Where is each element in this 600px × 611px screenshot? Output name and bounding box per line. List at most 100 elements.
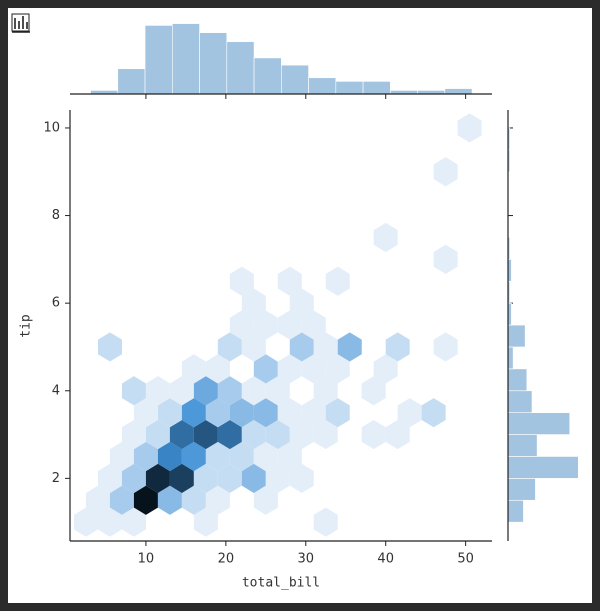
hexbin-cell — [109, 485, 134, 515]
hexbin-cell — [253, 485, 278, 515]
x-tick-label: 20 — [218, 552, 235, 567]
hexbin-cell — [193, 463, 218, 493]
histogram-bar — [444, 88, 473, 95]
hexbin-cell — [241, 288, 266, 318]
hexbin-cell — [169, 419, 194, 450]
histogram-bar — [117, 68, 146, 95]
hexbin-cell — [277, 441, 302, 472]
y-tick-label: 6 — [52, 296, 60, 311]
hexbin-cell — [145, 419, 170, 450]
hexbin-cell — [169, 376, 194, 406]
histogram-bar — [253, 57, 282, 95]
hexbin-cell — [133, 441, 158, 472]
hexbin-cell — [361, 419, 386, 450]
hexbin-cell — [241, 332, 266, 362]
hexbin-cell — [265, 419, 290, 450]
y-tick-label: 10 — [43, 120, 60, 135]
hexbin-cell — [97, 507, 122, 537]
hexbin-cell — [373, 354, 398, 384]
hexbin-cell — [253, 354, 278, 384]
hexbin-cell — [373, 222, 398, 253]
hexbin-cell — [133, 485, 158, 515]
hexbin-cell — [361, 376, 386, 406]
hexbin-cell — [325, 266, 350, 296]
hexbin-cell — [241, 376, 266, 406]
hexbin-cell — [145, 376, 170, 406]
hexbin-cell — [157, 441, 182, 472]
chart-icon[interactable] — [11, 13, 30, 33]
histogram-bar — [335, 81, 364, 95]
hexbin-cell — [205, 485, 230, 515]
hexbin-cell — [229, 441, 254, 472]
hexbin-cell — [169, 463, 194, 493]
x-tick-label: 50 — [457, 552, 474, 567]
hexbin-cell — [181, 485, 206, 515]
hexbin-cell — [277, 266, 302, 296]
histogram-bar — [144, 25, 173, 95]
histogram-bar — [507, 324, 526, 348]
histogram-bar — [226, 41, 255, 95]
hexbin-cell — [181, 354, 206, 384]
histogram-bar — [507, 412, 571, 435]
histogram-bar — [507, 368, 528, 392]
hexbin-cell — [133, 398, 158, 428]
hexbin-cell — [193, 419, 218, 450]
hexbin-cell — [313, 376, 338, 406]
hexbin-cell — [277, 354, 302, 384]
hexbin-cell — [205, 354, 230, 384]
hexbin-cell — [97, 463, 122, 493]
hexbin-cell — [217, 419, 242, 450]
hexbin-cell — [301, 354, 326, 384]
hexbin-cell — [193, 376, 218, 406]
hexbin-cell — [253, 310, 278, 340]
hexbin-cell — [97, 332, 122, 362]
hexbin-cell — [205, 398, 230, 428]
hexbin-cell — [289, 288, 314, 318]
histogram-bar — [308, 77, 337, 95]
hexbin-cell — [181, 398, 206, 428]
hexbin-cell — [241, 419, 266, 450]
x-axis-label: total_bill — [242, 576, 320, 591]
hexbin-cell — [301, 398, 326, 428]
histogram-bar — [507, 456, 579, 479]
x-tick-label: 10 — [138, 552, 155, 567]
hexbin-cell — [433, 332, 458, 362]
hexbin-cell — [121, 463, 146, 493]
x-tick-label: 40 — [377, 552, 394, 567]
histogram-bar — [281, 64, 309, 95]
hexbin-cell — [253, 398, 278, 428]
hexbin-cell — [301, 310, 326, 340]
y-tick-label: 8 — [52, 208, 60, 223]
hexbin-cell — [325, 354, 350, 384]
hexbin-cell — [265, 376, 290, 406]
histogram-bar — [507, 499, 524, 523]
hexbin-cell — [241, 463, 266, 493]
hexbin-cell — [193, 507, 218, 537]
hexbin-cell — [385, 332, 410, 362]
hexbin-cell — [229, 310, 254, 340]
histogram-bar — [507, 478, 536, 501]
histogram-bar — [199, 32, 228, 95]
hexbin-cell — [157, 398, 182, 428]
hexbin-cell — [85, 485, 110, 515]
hexbin-cell — [217, 332, 242, 362]
hexbin-cell — [277, 310, 302, 340]
y-axis-label: tip — [19, 314, 34, 338]
histogram-bar — [507, 390, 533, 413]
hexbin-cell — [277, 398, 302, 428]
hexbin-cell — [121, 376, 146, 406]
hexbin-cell — [229, 266, 254, 296]
hexbin-cell — [217, 463, 242, 493]
y-tick-label: 4 — [52, 383, 60, 398]
histogram-bar — [507, 346, 514, 370]
hexbin-cell — [73, 507, 98, 537]
hexbin-cell — [217, 376, 242, 406]
hexbin-cell — [265, 463, 290, 493]
x-tick-label: 30 — [298, 552, 315, 567]
histogram-bar — [172, 23, 200, 95]
hexbin-cell — [121, 419, 146, 450]
hexbin-cell — [289, 463, 314, 493]
hexbin-cell — [313, 419, 338, 450]
hexbin-cell — [421, 398, 446, 428]
